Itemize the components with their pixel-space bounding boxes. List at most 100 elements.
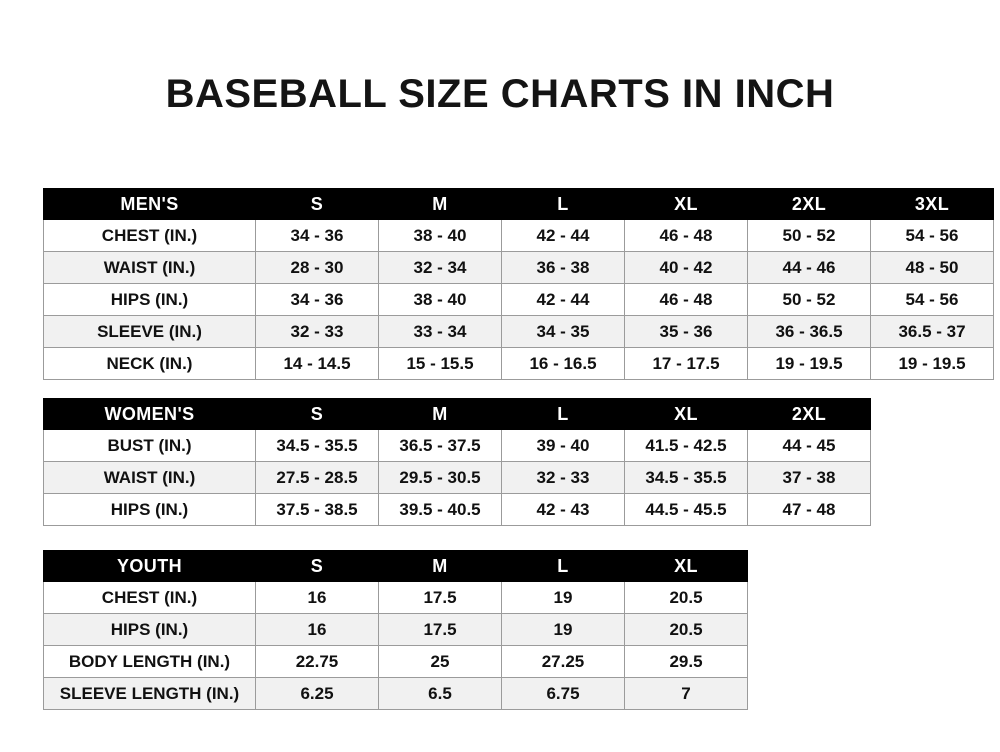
measurement-cell: 42 - 44: [501, 219, 625, 252]
measurement-cell: 25: [378, 645, 502, 678]
measurement-cell: 19: [501, 581, 625, 614]
measurement-cell: 36 - 36.5: [747, 315, 871, 348]
table-row: CHEST (IN.) 16 17.5 19 20.5: [43, 581, 748, 614]
row-label: HIPS (IN.): [43, 493, 256, 526]
measurement-cell: 33 - 34: [378, 315, 502, 348]
table-row: WAIST (IN.) 27.5 - 28.5 29.5 - 30.5 32 - 33…: [43, 461, 871, 494]
measurement-cell: 39.5 - 40.5: [378, 493, 502, 526]
measurement-cell: 14 - 14.5: [255, 347, 379, 380]
table-row: HIPS (IN.) 37.5 - 38.5 39.5 - 40.5 42 - 43 4…: [43, 493, 871, 526]
measurement-cell: 50 - 52: [747, 283, 871, 316]
row-label: WAIST (IN.): [43, 251, 256, 284]
measurement-cell: 34.5 - 35.5: [624, 461, 748, 494]
measurement-cell: 37 - 38: [747, 461, 871, 494]
table-row: CHEST (IN.) 34 - 36 38 - 40 42 - 44 46 - 48 5…: [43, 219, 994, 252]
measurement-cell: 46 - 48: [624, 283, 748, 316]
measurement-cell: 48 - 50: [870, 251, 994, 284]
measurement-cell: 17.5: [378, 613, 502, 646]
column-header-l: L: [501, 188, 625, 220]
column-header-xl: XL: [624, 398, 748, 430]
measurement-cell: 34 - 35: [501, 315, 625, 348]
measurement-cell: 35 - 36: [624, 315, 748, 348]
measurement-cell: 44 - 46: [747, 251, 871, 284]
column-header-s: S: [255, 398, 379, 430]
table-row: NECK (IN.) 14 - 14.5 15 - 15.5 16 - 16.5 17 …: [43, 347, 994, 380]
row-label: SLEEVE (IN.): [43, 315, 256, 348]
table-row: BUST (IN.) 34.5 - 35.5 36.5 - 37.5 39 - 40 4…: [43, 429, 871, 462]
table-row: SLEEVE LENGTH (IN.) 6.25 6.5 6.75 7: [43, 677, 748, 710]
column-header-2xl: 2XL: [747, 188, 871, 220]
measurement-cell: 44 - 45: [747, 429, 871, 462]
measurement-cell: 50 - 52: [747, 219, 871, 252]
measurement-cell: 38 - 40: [378, 219, 502, 252]
row-label: BODY LENGTH (IN.): [43, 645, 256, 678]
measurement-cell: 32 - 34: [378, 251, 502, 284]
column-header-m: M: [378, 398, 502, 430]
measurement-cell: 39 - 40: [501, 429, 625, 462]
measurement-cell: 54 - 56: [870, 283, 994, 316]
row-label: HIPS (IN.): [43, 613, 256, 646]
measurement-cell: 17 - 17.5: [624, 347, 748, 380]
measurement-cell: 34.5 - 35.5: [255, 429, 379, 462]
mens-table-body: CHEST (IN.) 34 - 36 38 - 40 42 - 44 46 - 48 5…: [43, 219, 994, 380]
measurement-cell: 42 - 44: [501, 283, 625, 316]
column-header-s: S: [255, 188, 379, 220]
column-header-m: M: [378, 550, 502, 582]
measurement-cell: 38 - 40: [378, 283, 502, 316]
measurement-cell: 15 - 15.5: [378, 347, 502, 380]
measurement-cell: 6.25: [255, 677, 379, 710]
youth-size-table: YOUTH S M L XL CHEST (IN.) 16 17.5 19 20.5 HIPS (…: [43, 550, 748, 710]
row-label: CHEST (IN.): [43, 581, 256, 614]
column-header-m: M: [378, 188, 502, 220]
page-title: BASEBALL SIZE CHARTS IN INCH: [165, 72, 835, 116]
table-header-row: WOMEN'S S M L XL 2XL: [43, 398, 871, 430]
row-label: SLEEVE LENGTH (IN.): [43, 677, 256, 710]
measurement-cell: 27.5 - 28.5: [255, 461, 379, 494]
measurement-cell: 36.5 - 37.5: [378, 429, 502, 462]
measurement-cell: 19 - 19.5: [870, 347, 994, 380]
measurement-cell: 36 - 38: [501, 251, 625, 284]
table-row: BODY LENGTH (IN.) 22.75 25 27.25 29.5: [43, 645, 748, 678]
table-header-row: YOUTH S M L XL: [43, 550, 748, 582]
measurement-cell: 42 - 43: [501, 493, 625, 526]
column-header-xl: XL: [624, 188, 748, 220]
womens-size-table: WOMEN'S S M L XL 2XL BUST (IN.) 34.5 - 35.5 36.…: [43, 398, 871, 526]
measurement-cell: 27.25: [501, 645, 625, 678]
measurement-cell: 6.5: [378, 677, 502, 710]
measurement-cell: 7: [624, 677, 748, 710]
row-label: CHEST (IN.): [43, 219, 256, 252]
column-header-3xl: 3XL: [870, 188, 994, 220]
measurement-cell: 19: [501, 613, 625, 646]
youth-table-title-cell: YOUTH: [43, 550, 256, 582]
measurement-cell: 20.5: [624, 613, 748, 646]
measurement-cell: 32 - 33: [255, 315, 379, 348]
mens-size-table: MEN'S S M L XL 2XL 3XL CHEST (IN.) 34 - 36 38 - …: [43, 188, 994, 380]
table-row: WAIST (IN.) 28 - 30 32 - 34 36 - 38 40 - 42 4…: [43, 251, 994, 284]
measurement-cell: 47 - 48: [747, 493, 871, 526]
measurement-cell: 34 - 36: [255, 283, 379, 316]
measurement-cell: 17.5: [378, 581, 502, 614]
measurement-cell: 40 - 42: [624, 251, 748, 284]
row-label: BUST (IN.): [43, 429, 256, 462]
measurement-cell: 34 - 36: [255, 219, 379, 252]
row-label: WAIST (IN.): [43, 461, 256, 494]
column-header-2xl: 2XL: [747, 398, 871, 430]
measurement-cell: 37.5 - 38.5: [255, 493, 379, 526]
measurement-cell: 22.75: [255, 645, 379, 678]
measurement-cell: 46 - 48: [624, 219, 748, 252]
womens-table-body: BUST (IN.) 34.5 - 35.5 36.5 - 37.5 39 - 40 4…: [43, 429, 871, 526]
youth-table-header: YOUTH S M L XL: [43, 550, 748, 582]
measurement-cell: 16: [255, 581, 379, 614]
column-header-l: L: [501, 550, 625, 582]
mens-table-title-cell: MEN'S: [43, 188, 256, 220]
measurement-cell: 20.5: [624, 581, 748, 614]
measurement-cell: 16: [255, 613, 379, 646]
measurement-cell: 32 - 33: [501, 461, 625, 494]
table-row: SLEEVE (IN.) 32 - 33 33 - 34 34 - 35 35 - 36…: [43, 315, 994, 348]
mens-table-header: MEN'S S M L XL 2XL 3XL: [43, 188, 994, 220]
measurement-cell: 19 - 19.5: [747, 347, 871, 380]
measurement-cell: 6.75: [501, 677, 625, 710]
table-row: HIPS (IN.) 16 17.5 19 20.5: [43, 613, 748, 646]
womens-table-title-cell: WOMEN'S: [43, 398, 256, 430]
